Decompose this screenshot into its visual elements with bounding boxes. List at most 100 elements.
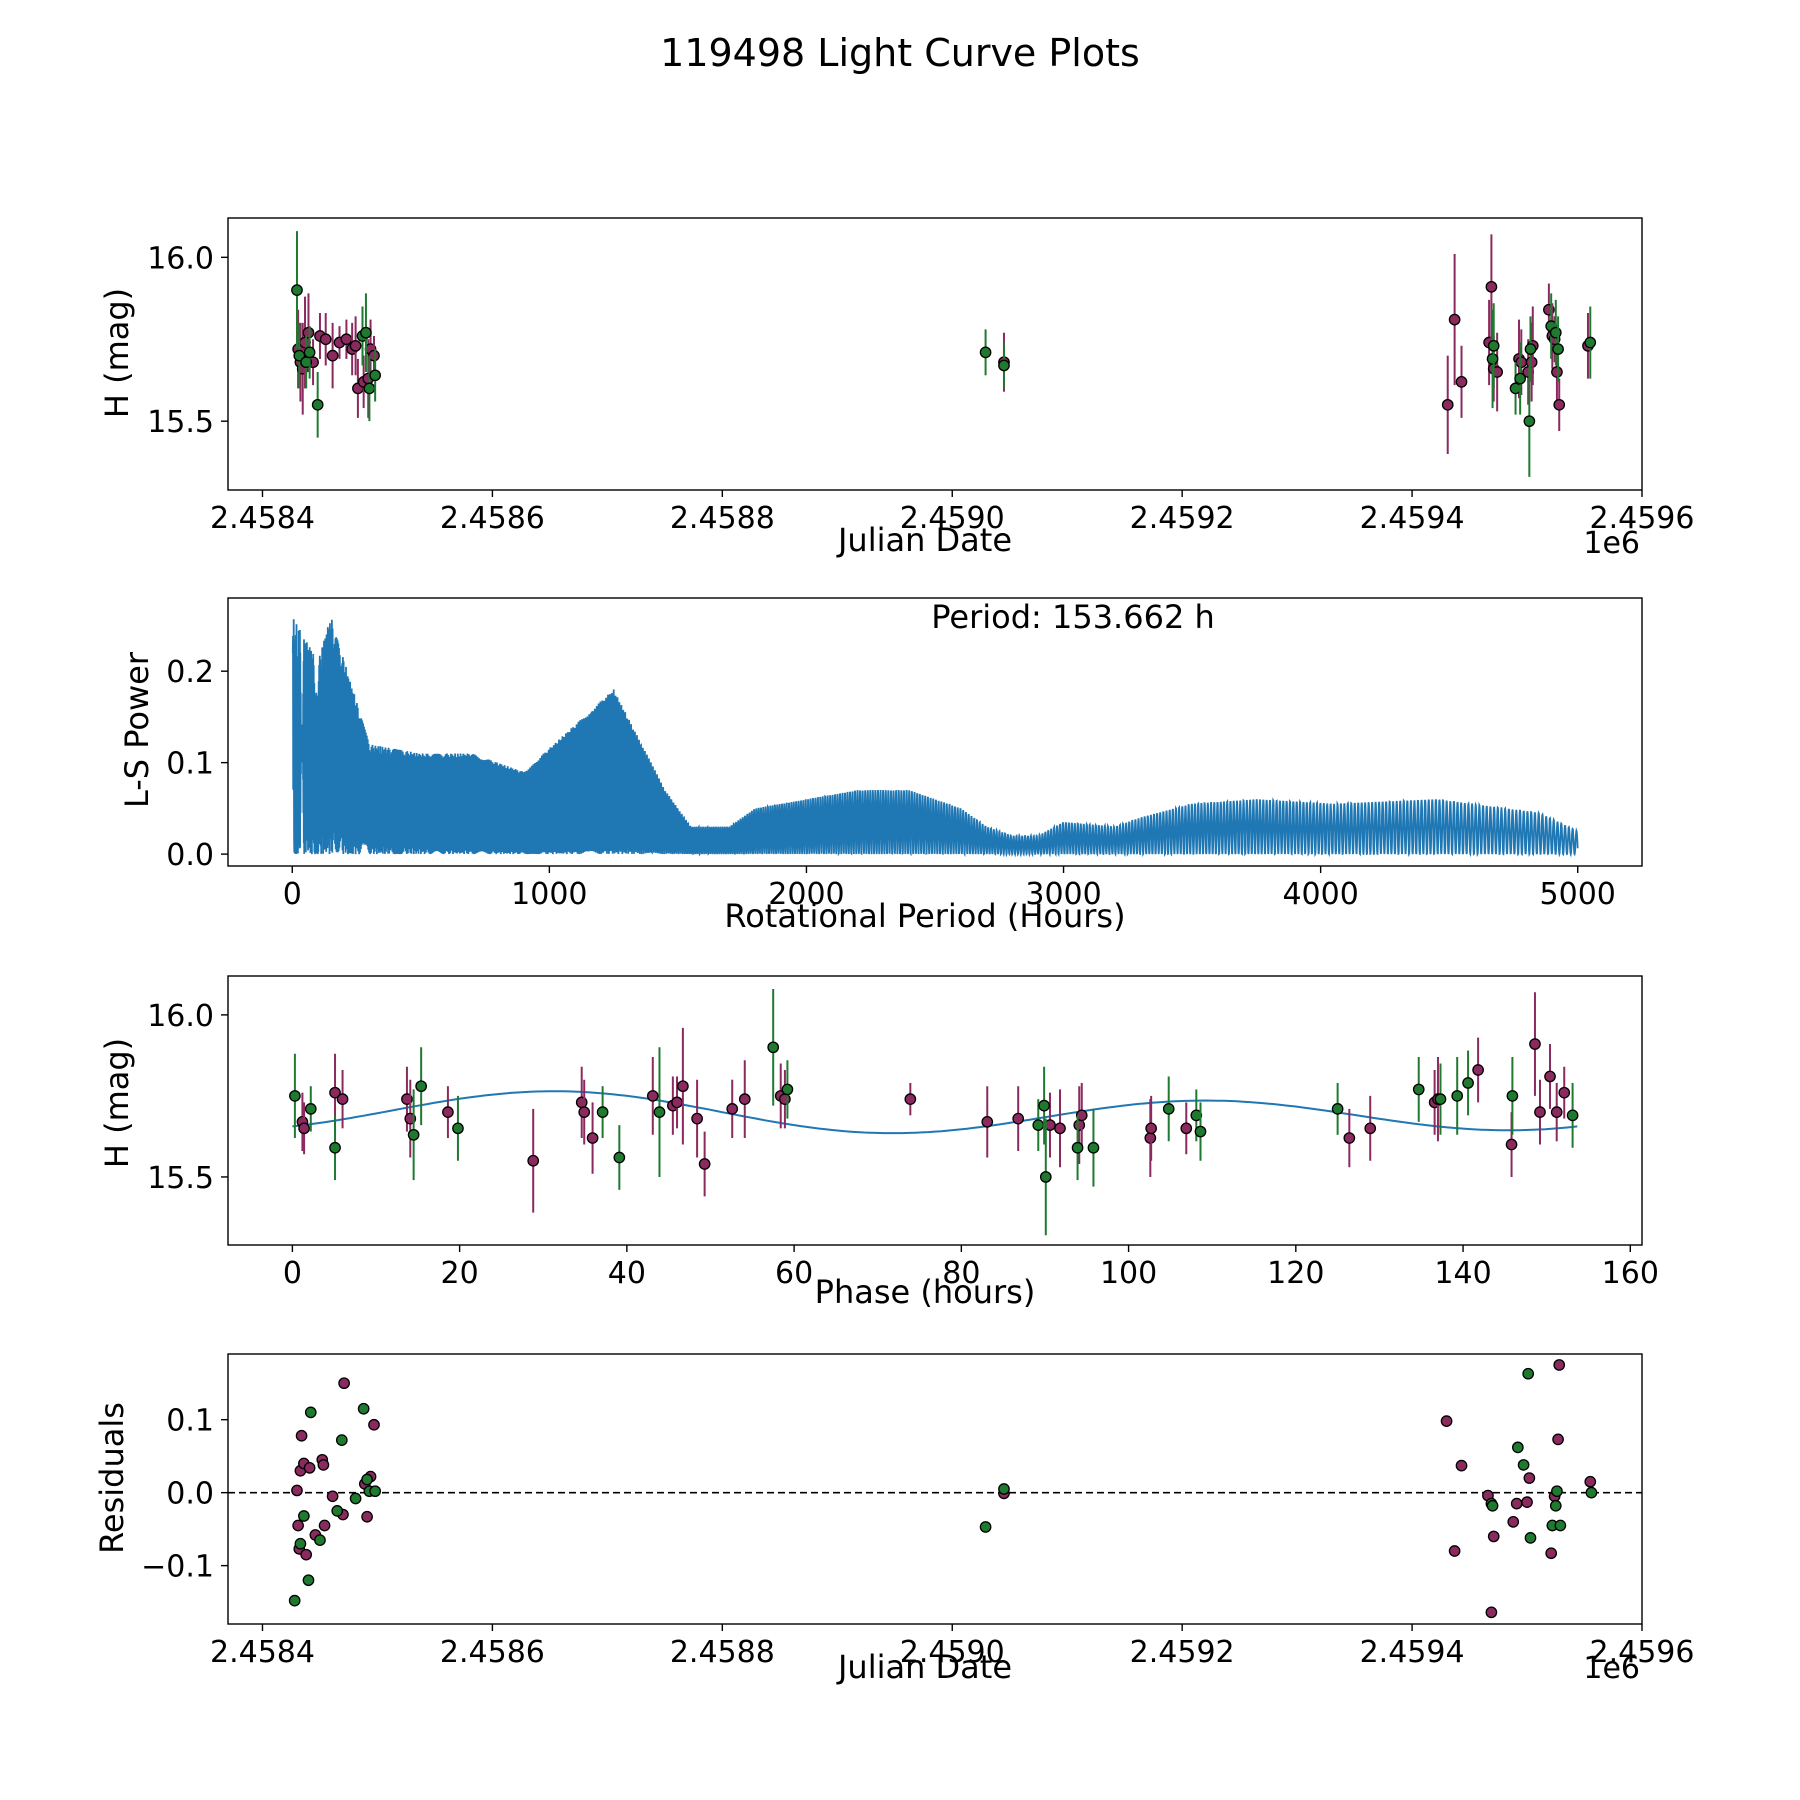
phased-point-magenta bbox=[1145, 1122, 1158, 1135]
phased-point-green bbox=[329, 1141, 341, 1154]
phased-point-magenta bbox=[578, 1106, 591, 1118]
periodogram-line bbox=[291, 619, 1579, 858]
model-fit-line bbox=[292, 1090, 1578, 1135]
residuals-point-magenta bbox=[295, 1429, 308, 1442]
residuals-point-green bbox=[314, 1534, 326, 1546]
residuals-point-green bbox=[357, 1402, 370, 1415]
residuals-point-green bbox=[1486, 1499, 1499, 1512]
residuals-xtick-label: 2.4596 bbox=[1590, 1635, 1695, 1670]
residuals-plot-area bbox=[228, 1359, 1642, 1619]
residuals-point-green bbox=[331, 1505, 344, 1517]
phased-point-magenta bbox=[1558, 1086, 1571, 1099]
residuals-point-magenta bbox=[318, 1519, 331, 1532]
residuals-ylabel: Residuals bbox=[93, 1402, 131, 1554]
lightcurve-point-green bbox=[1549, 326, 1562, 339]
lightcurve-xtick-label: 2.4586 bbox=[440, 501, 545, 536]
phased-point-magenta bbox=[671, 1096, 683, 1109]
phased-point-green bbox=[1506, 1090, 1519, 1102]
lightcurve-point-green bbox=[1584, 336, 1597, 349]
periodogram-xtick-label: 5000 bbox=[1540, 877, 1616, 912]
phased-point-magenta bbox=[691, 1112, 703, 1125]
residuals-point-green bbox=[998, 1483, 1010, 1495]
phased-xtick-label: 140 bbox=[1434, 1256, 1491, 1291]
lightcurve-point-green bbox=[363, 382, 376, 395]
phased-point-green bbox=[1032, 1119, 1045, 1131]
lightcurve-point-magenta bbox=[1455, 376, 1468, 388]
residuals-point-green bbox=[1585, 1486, 1598, 1499]
phased-point-magenta bbox=[677, 1080, 689, 1093]
residuals-offset-label: 1e6 bbox=[1583, 1651, 1640, 1686]
lightcurve-point-green bbox=[1487, 339, 1500, 352]
phased-point-green bbox=[304, 1103, 317, 1115]
lightcurve-point-magenta bbox=[1515, 356, 1528, 369]
residuals-xlabel: Julian Date bbox=[836, 1648, 1012, 1686]
phased-point-green bbox=[452, 1122, 464, 1135]
residuals-point-magenta bbox=[1521, 1496, 1533, 1508]
residuals-point-green bbox=[304, 1406, 317, 1419]
residuals-xtick-label: 2.4592 bbox=[1130, 1635, 1235, 1670]
residuals-point-magenta bbox=[300, 1548, 313, 1561]
residuals-xtick-label: 2.4588 bbox=[670, 1635, 775, 1670]
periodogram-xlabel: Rotational Period (Hours) bbox=[724, 897, 1125, 935]
lightcurve-xtick-label: 2.4592 bbox=[1130, 501, 1235, 536]
phased-point-green bbox=[1194, 1125, 1207, 1138]
residuals-point-green bbox=[361, 1473, 373, 1486]
lightcurve-frame bbox=[227, 217, 1643, 491]
phased-point-magenta bbox=[981, 1115, 994, 1128]
phased-point-magenta bbox=[442, 1106, 454, 1118]
residuals-point-green bbox=[979, 1521, 992, 1533]
phased-point-green bbox=[1434, 1093, 1447, 1106]
phased-point-green bbox=[1331, 1103, 1344, 1115]
phased-xtick-label: 80 bbox=[942, 1256, 980, 1291]
residuals-ytick-label: 0.1 bbox=[166, 1404, 214, 1439]
phased-point-magenta bbox=[575, 1096, 588, 1109]
phased-xtick-label: 20 bbox=[441, 1256, 479, 1291]
periodogram-frame bbox=[227, 597, 1643, 867]
phased-point-green bbox=[1412, 1083, 1425, 1096]
residuals-point-green bbox=[369, 1485, 381, 1498]
residuals-point-magenta bbox=[1584, 1475, 1597, 1488]
phased-point-magenta bbox=[1472, 1064, 1484, 1076]
periodogram-ylabel: L-S Power bbox=[118, 651, 156, 808]
phased-point-green bbox=[1566, 1109, 1579, 1122]
lightcurve-point-green bbox=[998, 359, 1010, 372]
residuals-point-magenta bbox=[1507, 1515, 1520, 1528]
residuals-point-green bbox=[288, 1594, 301, 1607]
lightcurve-point-green bbox=[979, 346, 992, 359]
lightcurve-point-magenta bbox=[319, 333, 332, 346]
phased-point-green bbox=[289, 1090, 301, 1102]
residuals-point-green bbox=[1551, 1485, 1563, 1498]
lightcurve-ylabel: H (mag) bbox=[98, 288, 136, 418]
phased-xtick-label: 0 bbox=[283, 1256, 302, 1291]
phased-point-magenta bbox=[1073, 1119, 1086, 1131]
lightcurve-point-green bbox=[369, 369, 381, 382]
lightcurve-xlabel: Julian Date bbox=[836, 521, 1012, 559]
residuals-point-magenta bbox=[326, 1490, 339, 1503]
phased-frame bbox=[227, 975, 1643, 1246]
lightcurve-point-magenta bbox=[1525, 356, 1538, 369]
phased-point-green bbox=[1071, 1141, 1084, 1154]
residuals-point-magenta bbox=[317, 1459, 330, 1471]
phased-point-magenta bbox=[1544, 1070, 1556, 1083]
phased-point-green bbox=[1190, 1109, 1203, 1122]
phased-plot-area bbox=[289, 988, 1579, 1236]
residuals-point-magenta bbox=[1485, 1606, 1498, 1619]
periodogram-xtick-label: 4000 bbox=[1282, 877, 1358, 912]
residuals-point-magenta bbox=[1440, 1415, 1453, 1427]
residuals-ytick-label: 0.0 bbox=[166, 1477, 214, 1512]
lightcurve-xtick-label: 2.4584 bbox=[210, 501, 315, 536]
lightcurve-point-green bbox=[311, 398, 324, 411]
residuals-point-green bbox=[349, 1492, 362, 1505]
residuals-point-magenta bbox=[1455, 1459, 1468, 1472]
residuals-point-green bbox=[302, 1574, 315, 1587]
residuals-point-green bbox=[1511, 1441, 1524, 1454]
phased-xtick-label: 40 bbox=[608, 1256, 646, 1291]
lightcurve-point-green bbox=[1524, 343, 1537, 355]
residuals-point-magenta bbox=[1523, 1472, 1536, 1484]
phased-point-green bbox=[613, 1151, 626, 1164]
phased-point-green bbox=[653, 1106, 666, 1118]
periodogram-ytick-label: 0.1 bbox=[166, 747, 214, 782]
residuals-point-magenta bbox=[368, 1418, 380, 1431]
lightcurve-ytick-label: 15.5 bbox=[147, 405, 214, 440]
periodogram-ytick-label: 0.2 bbox=[166, 655, 214, 690]
